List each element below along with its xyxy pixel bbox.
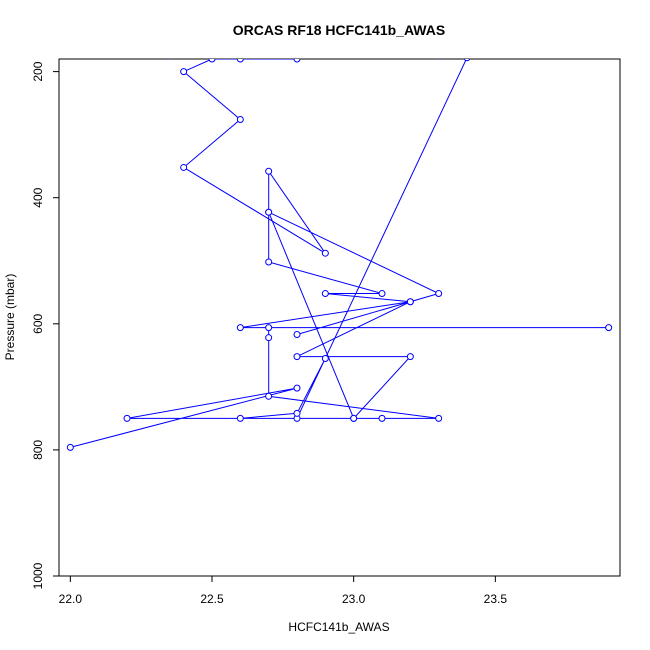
data-point	[265, 334, 273, 342]
data-point	[321, 249, 329, 257]
y-tick-label: 400	[31, 187, 45, 207]
y-tick-label: 600	[31, 313, 45, 333]
x-tick-label: 23.5	[484, 592, 508, 606]
data-point	[406, 353, 414, 361]
data-point	[208, 59, 216, 63]
y-tick-label: 200	[31, 61, 45, 81]
x-tick-label: 22.5	[200, 592, 224, 606]
y-tick-label: 1000	[31, 562, 45, 589]
data-point	[463, 59, 471, 62]
data-point	[350, 414, 358, 422]
data-point	[435, 290, 443, 298]
data-point	[406, 298, 414, 306]
data-point	[236, 59, 244, 63]
data-point	[378, 414, 386, 422]
data-point	[265, 392, 273, 400]
data-point	[180, 68, 188, 76]
y-axis: 200 400 600 800 1000	[31, 61, 59, 589]
data-point	[293, 384, 301, 392]
chart-title: ORCAS RF18 HCFC141b_AWAS	[233, 22, 445, 38]
data-point	[223, 51, 229, 57]
data-point	[265, 258, 273, 266]
data-point	[378, 290, 386, 298]
data-point	[293, 353, 301, 361]
data-point	[293, 59, 301, 63]
x-axis: 22.0 22.5 23.0 23.5	[59, 576, 508, 606]
data-point	[605, 324, 613, 332]
data-point	[265, 208, 273, 216]
data-point	[321, 354, 329, 362]
data-point	[293, 331, 301, 339]
x-axis-label: HCFC141b_AWAS	[288, 620, 389, 634]
data-point	[236, 116, 244, 124]
y-axis-label: Pressure (mbar)	[3, 274, 17, 361]
series-line	[70, 59, 609, 448]
data-point	[167, 59, 172, 60]
data-point	[321, 290, 329, 298]
plot-area	[66, 51, 613, 451]
data-point	[293, 409, 301, 417]
data-point	[435, 414, 443, 422]
plot-frame	[58, 58, 621, 577]
data-point	[180, 163, 188, 171]
x-tick-label: 23.0	[342, 592, 366, 606]
data-point	[265, 324, 273, 332]
data-point	[236, 324, 244, 332]
data-point	[123, 414, 131, 422]
data-point	[236, 414, 244, 422]
x-tick-label: 22.0	[59, 592, 83, 606]
data-point	[437, 59, 441, 60]
data-point	[265, 167, 273, 175]
data-point	[66, 443, 74, 451]
series-points	[66, 51, 613, 451]
y-tick-label: 800	[31, 440, 45, 460]
